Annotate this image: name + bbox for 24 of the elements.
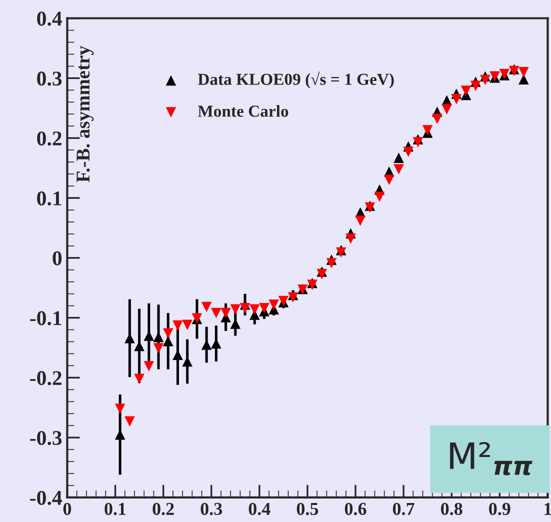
y-axis-title: F.-B. asymmetry	[76, 46, 94, 182]
x-tick-label: 0.1	[104, 502, 126, 516]
y-tick-label: -0.1	[30, 311, 62, 326]
y-tick-label: -0.4	[30, 490, 62, 505]
x-tick-label: 0.6	[344, 502, 366, 516]
y-tick-label: 0.4	[37, 12, 62, 26]
x-tick-label: 0.7	[392, 502, 414, 516]
x-tick-label: 0.2	[152, 502, 174, 516]
y-tick-label: 0.2	[37, 131, 62, 146]
x-tick-label: 0.3	[200, 502, 222, 516]
x-tick-label: 0.9	[489, 502, 510, 516]
y-tick-label: 0.3	[37, 72, 62, 86]
x-tick-label: 0.5	[296, 502, 318, 516]
x-tick-label: 1	[544, 502, 551, 515]
x-tick-label: 0.4	[248, 502, 270, 516]
y-tick-label: 0	[52, 251, 62, 266]
legend-label: Monte Carlo	[198, 105, 288, 117]
legend-label: Data KLOE09 (√s = 1 GeV)	[198, 72, 394, 88]
y-tick-label: -0.2	[30, 371, 62, 386]
y-tick-label: 0.1	[37, 191, 62, 206]
y-tick-label: -0.3	[30, 430, 62, 446]
x-tick-label: 0.8	[441, 502, 462, 516]
annotation: M²$_{ππ}$	[450, 442, 532, 476]
x-tick-label: 0	[63, 502, 72, 516]
